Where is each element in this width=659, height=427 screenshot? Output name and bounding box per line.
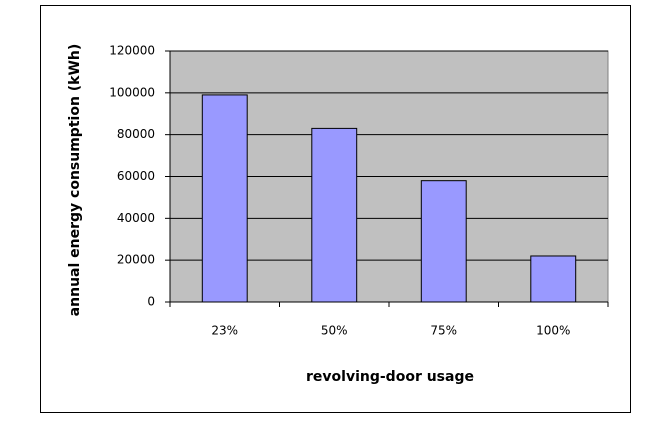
x-tick-label: 50% <box>321 324 348 338</box>
y-tick-label: 120000 <box>109 44 155 58</box>
x-tick-label: 75% <box>430 324 457 338</box>
y-tick-label: 80000 <box>117 127 155 141</box>
y-axis-title: annual energy consumption (kWh) <box>67 44 83 317</box>
y-tick-label: 60000 <box>117 169 155 183</box>
x-axis-title: revolving-door usage <box>306 369 474 385</box>
x-tick-label: 100% <box>536 324 570 338</box>
bar <box>530 255 577 303</box>
bar <box>201 94 248 303</box>
x-tick-label: 23% <box>211 324 238 338</box>
y-tick-label: 100000 <box>109 85 155 99</box>
bar <box>311 127 358 303</box>
y-tick-label: 20000 <box>117 253 155 267</box>
bar <box>420 180 467 303</box>
y-tick-label: 0 <box>147 295 155 309</box>
y-tick-label: 40000 <box>117 211 155 225</box>
